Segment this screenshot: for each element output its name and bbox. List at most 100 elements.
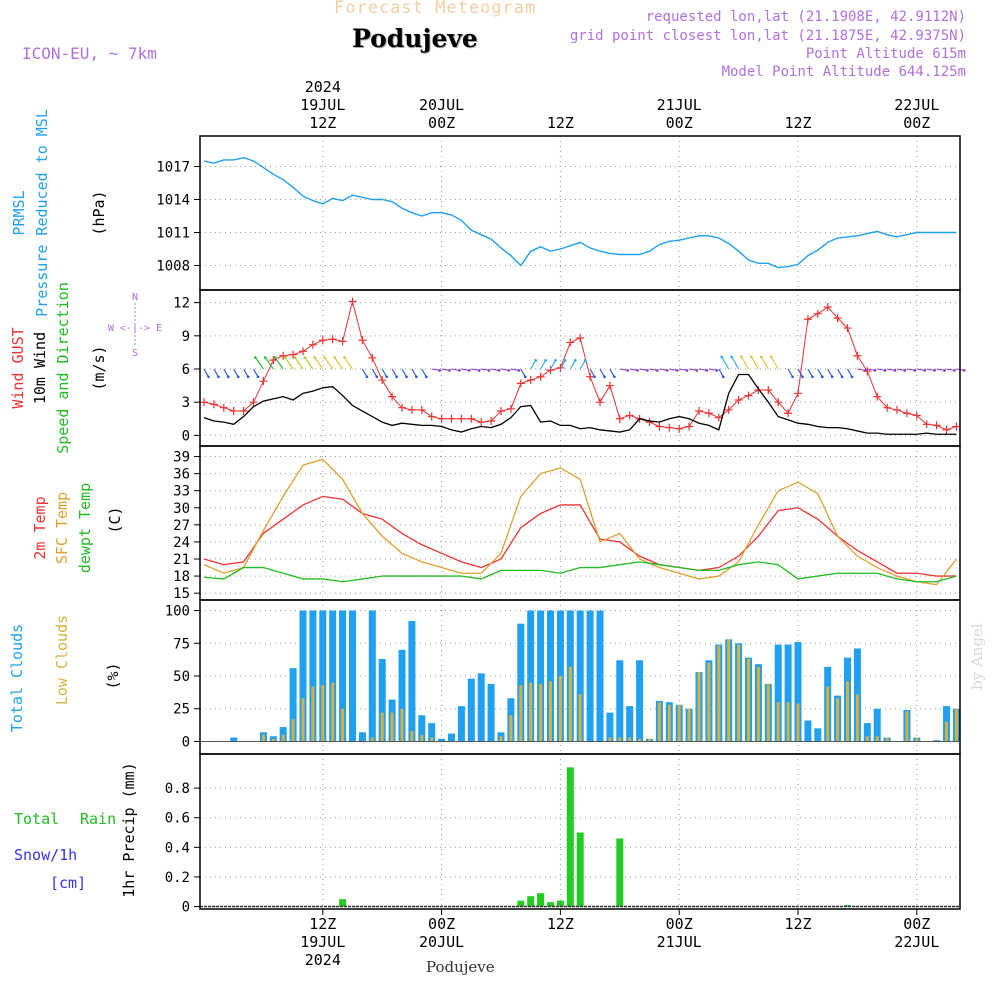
wind-direction-arrowhead [425,375,428,379]
wind-direction-arrow [510,368,519,371]
side-label-dewpt-temp: dewpt Temp [76,483,94,573]
low-cloud-bar [370,737,374,742]
wind-direction-arrowhead [883,369,887,372]
wind-direction-arrowhead [507,369,511,372]
side-label-10m-wind: 10m Wind [31,332,49,404]
gust-marker [744,391,753,400]
wind-direction-arrow [540,360,547,370]
low-cloud-bar [875,736,879,742]
y-axis-label-pressure: (hPa) [90,190,108,235]
y-tick-label: 100 [165,604,190,620]
wind-direction-arrow [797,368,803,378]
total-cloud-bar [596,610,604,742]
wind-direction-arrowhead [830,375,834,379]
low-cloud-bar [677,704,681,742]
gust-marker [506,404,515,413]
wind-direction-arrowhead [524,375,527,379]
precip-bar [616,838,624,907]
total-cloud-bar [349,610,356,742]
wind-direction-arrowhead [695,369,699,372]
gust-marker [605,381,614,390]
model-label: ICON-EU, ~ 7km [22,44,157,63]
wind-direction-arrowhead [962,369,966,372]
time-label-top: 12Z [309,114,336,132]
wind-direction-arrowhead [497,369,501,372]
wind-direction-arrow [361,368,368,378]
wind-direction-arrow [916,368,925,371]
low-cloud-bar [390,712,394,742]
wind-direction-arrow [877,368,886,371]
y-tick-label: 25 [173,702,190,718]
time-label-top: 12Z [547,114,574,132]
wind-direction-arrow [401,368,407,378]
wind-direction-arrow [500,368,509,371]
gust-marker [685,422,694,431]
gust-marker [249,398,258,407]
y-tick-label: 0.6 [165,811,190,827]
gust-marker [615,414,624,423]
wind-direction-arrowhead [438,369,441,372]
gust-marker [229,407,238,416]
gust-marker [348,297,357,306]
gust-marker [318,336,327,345]
gust-marker [447,414,456,423]
y-tick-label: 0 [182,900,190,916]
wind-direction-arrowhead [333,356,336,359]
location-title: Podujeve [352,24,478,53]
wind-direction-arrowhead [913,369,917,372]
wind-direction-arrow [371,368,378,378]
side-label-total: Total [14,810,59,828]
gust-marker [556,363,565,372]
low-cloud-bar [420,734,424,742]
low-cloud-bar [865,736,869,742]
gust-marker [487,416,496,425]
wind-direction-arrow [906,368,915,371]
low-cloud-bar [667,704,671,742]
gust-marker [932,421,941,430]
panel-frame [199,753,961,910]
gust-marker [883,403,892,412]
wind-direction-arrowhead [705,369,709,372]
wind-direction-arrowhead [313,356,317,359]
precip-bar [547,902,554,907]
wind-direction-arrowhead [821,375,824,379]
time-label-top: 00Z [666,114,693,132]
gust-marker [665,423,674,432]
gust-marker [764,386,773,395]
gust-marker [239,407,248,416]
time-label-bottom: 2024 [305,951,341,969]
low-cloud-bar [608,737,612,742]
wind-direction-arrow [619,368,628,371]
gust-marker [338,337,347,346]
total-cloud-bar [477,673,485,742]
low-cloud-bar [826,686,830,742]
wind-direction-arrow [284,357,294,370]
dewpoint-line [203,561,957,583]
low-cloud-bar [707,662,711,742]
low-cloud-bar [717,645,721,742]
gust-marker [546,366,555,375]
total-cloud-bar [457,706,465,742]
total-cloud-bar [378,658,386,742]
gust-marker [467,414,476,423]
low-cloud-bar [321,685,325,742]
time-label-bottom: 20JUL [419,933,464,951]
requested-coords: requested lon,lat (21.1908E, 42.9112N) [645,9,966,25]
gust-marker [200,398,208,407]
wind-direction-arrow [559,360,566,370]
wind-direction-arrowhead [534,359,537,362]
y-tick-label: 21 [173,552,190,568]
total-cloud-bar [398,649,406,742]
wind-direction-arrow [847,368,853,378]
low-cloud-bar [766,683,770,742]
gust-marker [902,409,911,418]
wind-direction-arrowhead [385,375,389,379]
total-cloud-bar [576,610,584,742]
wind-direction-arrowhead [487,369,491,372]
wind-direction-arrowhead [730,355,733,359]
gust-marker [596,398,604,407]
gust-marker [695,407,703,416]
side-label-rain: Rain [80,810,116,828]
wind-direction-arrowhead [593,375,596,379]
gust-marker [833,314,842,323]
